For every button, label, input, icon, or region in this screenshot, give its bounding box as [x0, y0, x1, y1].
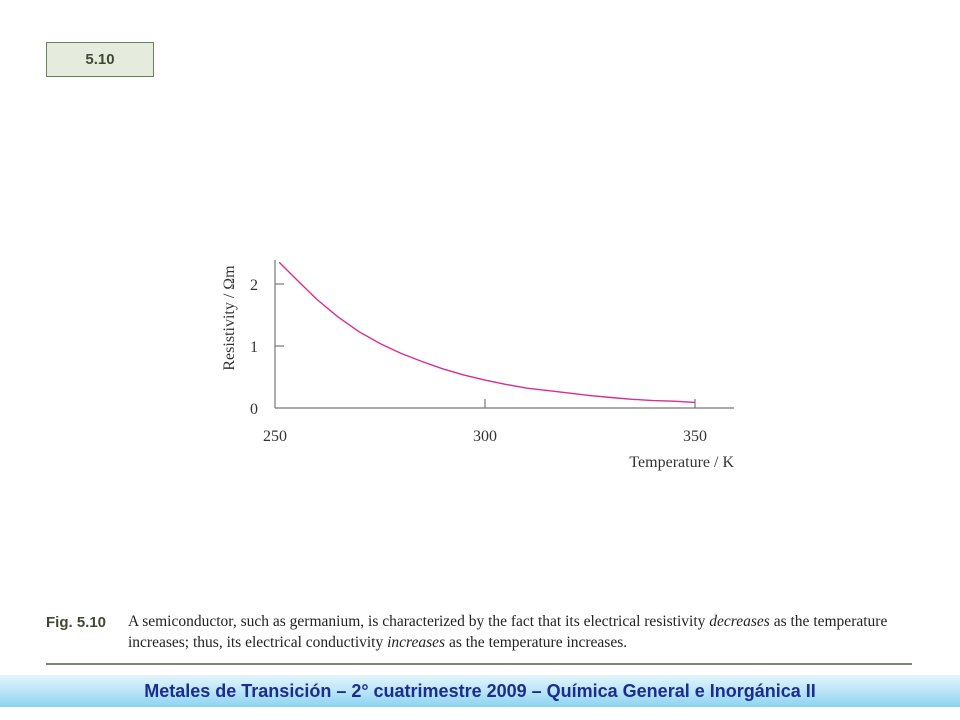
caption-emphasis-decreases: decreases: [709, 613, 770, 630]
x-tick-label: 300: [473, 428, 497, 445]
caption-label: Fig. 5.10: [46, 614, 107, 631]
x-ticks: 250 300 350: [263, 399, 707, 445]
y-tick-label: 1: [250, 339, 258, 356]
resistivity-curve: [278, 261, 696, 404]
caption-text-part3: as the temperature increases.: [445, 634, 628, 651]
caption-emphasis-increases: increases: [387, 634, 446, 651]
chart-axes: [274, 260, 734, 409]
caption-text: A semiconductor, such as germanium, is c…: [128, 611, 926, 653]
y-tick-label: 2: [250, 277, 258, 294]
y-ticks: 0 1 2: [250, 277, 284, 418]
caption-text-part1: A semiconductor, such as germanium, is c…: [128, 613, 710, 630]
x-tick-label: 350: [683, 428, 707, 445]
figure-number-badge: 5.10: [46, 42, 154, 77]
figure-caption: Fig. 5.10 A semiconductor, such as germa…: [46, 611, 926, 653]
footer-banner: Metales de Transición – 2° cuatrimestre …: [0, 675, 960, 707]
caption-text-part2: as the temperature increases; thus, its …: [128, 613, 888, 651]
x-axis-label: Temperature / K: [629, 454, 734, 471]
y-tick-label: 0: [250, 401, 258, 418]
footer-title: Metales de Transición – 2° cuatrimestre …: [144, 680, 816, 701]
caption-divider: [46, 663, 912, 665]
y-axis-label: Resistivity / Ωm: [221, 265, 238, 371]
x-tick-label: 250: [263, 428, 287, 445]
